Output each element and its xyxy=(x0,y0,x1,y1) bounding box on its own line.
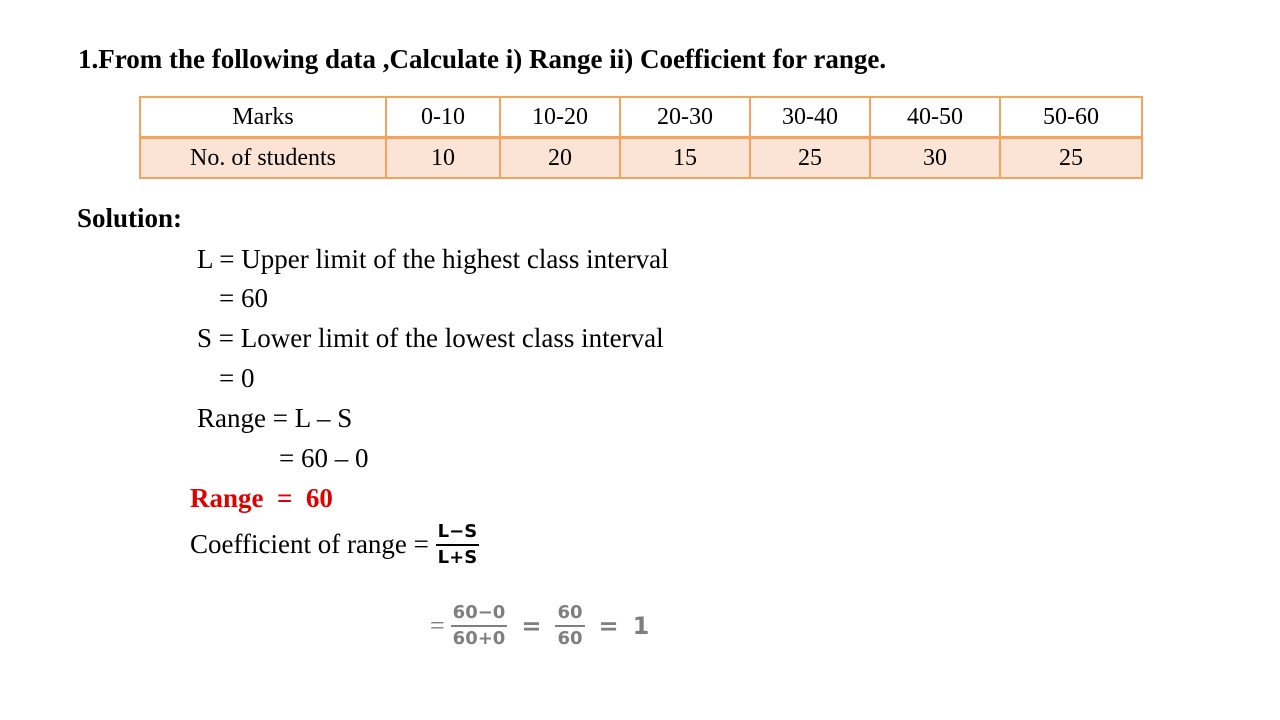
equals-sign: = xyxy=(598,611,619,640)
coefficient-calculation: = 60−0 60+0 = 60 60 = 1 xyxy=(430,603,649,649)
table-cell: 10-20 xyxy=(499,96,621,139)
table-cell: 30-40 xyxy=(749,96,871,139)
coefficient-formula: Coefficient of range = L−S L+S xyxy=(190,522,480,568)
marks-table: Marks 0-10 10-20 20-30 30-40 40-50 50-60… xyxy=(139,96,1143,179)
l-value: = 60 xyxy=(219,283,268,313)
range-formula: Range = L – S xyxy=(197,403,353,433)
table-cell: 0-10 xyxy=(385,96,501,139)
range-result: Range = 60 xyxy=(190,483,333,513)
table-cell: 20-30 xyxy=(619,96,751,139)
table-row-students: No. of students 10 20 15 25 30 25 xyxy=(139,136,1143,179)
equals-sign: = xyxy=(521,611,542,640)
range-substitution: = 60 – 0 xyxy=(279,443,369,473)
s-definition: S = Lower limit of the lowest class inte… xyxy=(197,323,664,353)
table-cell: Marks xyxy=(139,96,387,139)
coefficient-fraction: L−S L+S xyxy=(435,522,480,568)
s-value: = 0 xyxy=(219,363,255,393)
table-cell: 15 xyxy=(619,136,751,179)
fraction-denominator: L+S xyxy=(437,546,478,568)
fraction-denominator: 60 xyxy=(557,627,583,649)
coefficient-result: 1 xyxy=(632,611,650,640)
equals-sign: = xyxy=(430,610,445,640)
table-cell: 40-50 xyxy=(869,96,1001,139)
fraction-numerator: 60 xyxy=(555,603,585,627)
calc-fraction-2: 60 60 xyxy=(555,603,585,649)
fraction-denominator: 60+0 xyxy=(452,627,506,649)
table-cell: No. of students xyxy=(139,136,387,179)
fraction-numerator: 60−0 xyxy=(450,603,508,627)
table-cell: 25 xyxy=(999,136,1143,179)
table-cell: 30 xyxy=(869,136,1001,179)
calc-fraction-1: 60−0 60+0 xyxy=(450,603,508,649)
l-definition: L = Upper limit of the highest class int… xyxy=(197,244,669,274)
table-cell: 20 xyxy=(499,136,621,179)
coefficient-label: Coefficient of range = xyxy=(190,529,436,560)
table-cell: 10 xyxy=(385,136,501,179)
table-cell: 25 xyxy=(749,136,871,179)
question-title: 1.From the following data ,Calculate i) … xyxy=(78,44,887,74)
solution-heading: Solution: xyxy=(77,203,183,233)
fraction-numerator: L−S xyxy=(435,522,480,546)
table-row-marks: Marks 0-10 10-20 20-30 30-40 40-50 50-60 xyxy=(139,96,1143,139)
table-cell: 50-60 xyxy=(999,96,1143,139)
